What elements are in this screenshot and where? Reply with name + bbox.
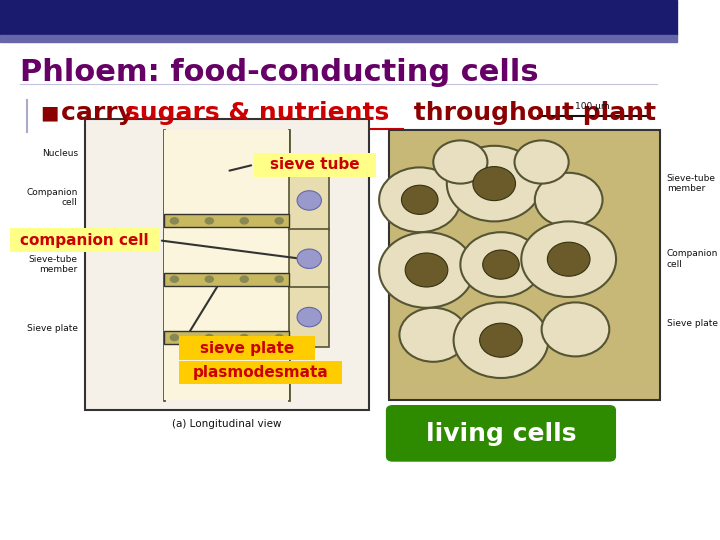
Text: carry: carry — [61, 102, 143, 125]
FancyBboxPatch shape — [179, 361, 342, 384]
Text: Phloem: food-conducting cells: Phloem: food-conducting cells — [20, 58, 539, 87]
Text: Nucleus: Nucleus — [42, 149, 78, 158]
Bar — [0, 0, 677, 35]
Circle shape — [204, 217, 214, 225]
Text: sieve tube: sieve tube — [270, 157, 359, 172]
Circle shape — [405, 253, 448, 287]
Circle shape — [170, 275, 179, 283]
Bar — [164, 331, 289, 344]
Text: throughout plant: throughout plant — [405, 102, 656, 125]
Bar — [0, 35, 677, 42]
Circle shape — [170, 217, 179, 225]
Circle shape — [521, 221, 616, 297]
Text: Companion
cell: Companion cell — [667, 249, 719, 269]
Text: sugars & nutrients: sugars & nutrients — [125, 102, 390, 125]
Circle shape — [297, 307, 321, 327]
Text: Sieve-tube
member: Sieve-tube member — [667, 174, 716, 193]
Circle shape — [480, 323, 522, 357]
Circle shape — [547, 242, 590, 276]
Circle shape — [274, 275, 284, 283]
Circle shape — [204, 275, 214, 283]
Circle shape — [447, 146, 541, 221]
Circle shape — [274, 334, 284, 341]
Circle shape — [400, 308, 467, 362]
Circle shape — [297, 249, 321, 268]
Text: Sieve plate: Sieve plate — [27, 324, 78, 333]
FancyBboxPatch shape — [386, 405, 616, 462]
Circle shape — [240, 334, 249, 341]
Text: plasmodesmata: plasmodesmata — [193, 365, 328, 380]
Text: 100 μm: 100 μm — [575, 102, 610, 111]
Circle shape — [274, 217, 284, 225]
Circle shape — [402, 185, 438, 214]
Bar — [164, 130, 289, 400]
Circle shape — [454, 302, 549, 378]
Bar — [164, 273, 289, 286]
Text: companion cell: companion cell — [20, 233, 149, 248]
Circle shape — [541, 302, 609, 356]
Circle shape — [297, 191, 321, 210]
Text: Companion
cell: Companion cell — [27, 188, 78, 207]
Circle shape — [240, 217, 249, 225]
Text: sieve plate: sieve plate — [200, 341, 294, 356]
Circle shape — [170, 334, 179, 341]
Bar — [289, 229, 329, 288]
Bar — [289, 171, 329, 230]
Text: living cells: living cells — [426, 422, 576, 446]
Circle shape — [240, 275, 249, 283]
Bar — [289, 287, 329, 347]
Text: Sieve-tube
member: Sieve-tube member — [29, 255, 78, 274]
Circle shape — [535, 173, 603, 227]
Text: Sieve plate: Sieve plate — [667, 320, 718, 328]
Bar — [85, 119, 369, 410]
Circle shape — [204, 334, 214, 341]
Text: ■: ■ — [40, 104, 59, 123]
Circle shape — [482, 250, 519, 279]
FancyBboxPatch shape — [179, 336, 315, 360]
Text: (b) Transverse section (LM): (b) Transverse section (LM) — [454, 408, 595, 418]
Circle shape — [460, 232, 541, 297]
Circle shape — [515, 140, 569, 184]
Circle shape — [379, 167, 460, 232]
FancyBboxPatch shape — [10, 228, 159, 252]
FancyBboxPatch shape — [254, 153, 376, 177]
Text: (a) Longitudinal view: (a) Longitudinal view — [172, 419, 282, 429]
Circle shape — [433, 140, 487, 184]
Bar — [390, 130, 660, 400]
Circle shape — [379, 232, 474, 308]
Circle shape — [473, 166, 516, 200]
Bar — [164, 214, 289, 227]
